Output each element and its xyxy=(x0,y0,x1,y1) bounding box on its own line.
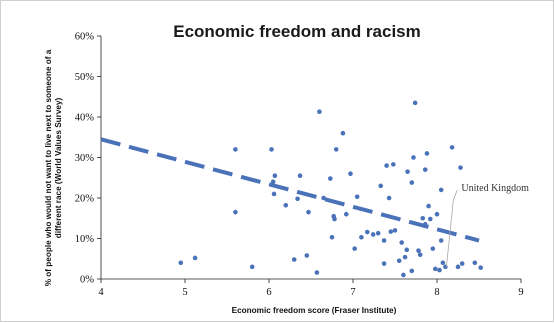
data-point xyxy=(391,162,396,167)
annotation-leader-line xyxy=(446,189,458,268)
y-axis-label-line-2: different race (World Values Survey) xyxy=(54,98,63,239)
data-point xyxy=(426,203,431,209)
data-point xyxy=(343,211,349,217)
data-point xyxy=(249,264,255,270)
data-point xyxy=(434,211,440,217)
data-point xyxy=(233,209,238,215)
x-tick-label: 6 xyxy=(266,287,271,298)
y-tick-label: 60% xyxy=(75,32,95,43)
data-point xyxy=(384,163,389,168)
data-point xyxy=(420,215,426,221)
y-tick-label: 0% xyxy=(80,275,94,286)
data-point xyxy=(402,254,408,260)
data-point xyxy=(321,195,326,201)
trend-line xyxy=(100,137,480,243)
data-point xyxy=(478,265,483,270)
data-point xyxy=(438,187,444,193)
data-point xyxy=(295,196,300,202)
data-point xyxy=(438,238,444,243)
data-point xyxy=(271,191,277,197)
data-point xyxy=(378,183,384,189)
data-point xyxy=(411,155,416,160)
x-axis-label: Economic freedom score (Fraser Institute… xyxy=(232,306,397,315)
data-point xyxy=(409,268,415,274)
y-tick-label: 10% xyxy=(75,234,95,245)
data-point xyxy=(437,267,442,273)
data-point xyxy=(272,173,278,179)
x-tick-label: 9 xyxy=(518,287,523,298)
x-tick-label: 8 xyxy=(434,287,439,298)
data-point xyxy=(381,261,387,266)
y-tick-label: 20% xyxy=(75,194,95,205)
data-point xyxy=(422,167,428,172)
data-point xyxy=(270,179,276,185)
data-point xyxy=(459,261,465,266)
data-point xyxy=(392,228,398,233)
data-point xyxy=(306,209,311,215)
y-tick-label: 30% xyxy=(75,153,95,164)
data-point xyxy=(333,147,339,152)
data-point xyxy=(472,260,478,266)
data-point xyxy=(417,252,423,257)
data-point xyxy=(269,147,274,152)
y-axis-label-line-1: % of people who would not want to live n… xyxy=(44,49,53,286)
data-point xyxy=(449,145,455,150)
data-point xyxy=(405,169,410,174)
data-point xyxy=(404,247,410,253)
data-point xyxy=(332,216,337,222)
x-tick-label: 7 xyxy=(350,287,355,298)
data-point xyxy=(388,229,394,234)
data-point xyxy=(416,248,421,253)
data-point xyxy=(233,147,238,152)
data-point xyxy=(370,232,376,237)
data-point xyxy=(386,195,392,201)
data-point xyxy=(424,151,430,156)
data-point xyxy=(314,270,320,275)
data-point xyxy=(401,272,406,278)
data-point xyxy=(381,238,387,243)
x-tick-label: 5 xyxy=(182,287,187,298)
data-point xyxy=(328,176,333,181)
data-point xyxy=(399,240,405,245)
y-tick-label: 40% xyxy=(75,113,95,124)
data-point xyxy=(409,180,415,185)
data-point xyxy=(354,194,360,200)
annotation-united-kingdom: United Kingdom xyxy=(461,183,529,194)
data-point xyxy=(412,100,418,106)
data-point xyxy=(348,171,353,176)
data-point xyxy=(359,234,364,240)
data-point xyxy=(455,264,461,270)
data-point xyxy=(443,264,448,270)
plot-area: 0% 10% 20% 30% 40% 50% 60% 4 5 6 7 8 9 United Kingdom xyxy=(75,32,529,299)
data-point xyxy=(304,253,310,258)
data-point xyxy=(317,109,322,115)
data-point xyxy=(178,260,184,266)
y-axis-label: % of people who would not want to live n… xyxy=(44,49,63,286)
data-point xyxy=(283,202,289,208)
data-point xyxy=(352,246,357,251)
chart-title: Economic freedom and racism xyxy=(173,22,421,41)
y-tick-label: 50% xyxy=(75,72,95,83)
data-point xyxy=(364,229,370,235)
x-tick-label: 4 xyxy=(98,287,104,298)
data-point xyxy=(192,255,198,261)
data-point xyxy=(329,234,335,240)
data-point xyxy=(458,165,463,170)
data-point xyxy=(291,257,297,262)
data-point xyxy=(440,260,446,266)
data-point xyxy=(427,216,433,222)
data-point xyxy=(430,246,436,251)
data-point xyxy=(433,266,438,272)
data-point xyxy=(422,222,428,227)
data-point xyxy=(375,230,381,236)
data-point xyxy=(340,130,346,136)
data-point xyxy=(297,173,303,179)
data-point xyxy=(396,258,402,264)
